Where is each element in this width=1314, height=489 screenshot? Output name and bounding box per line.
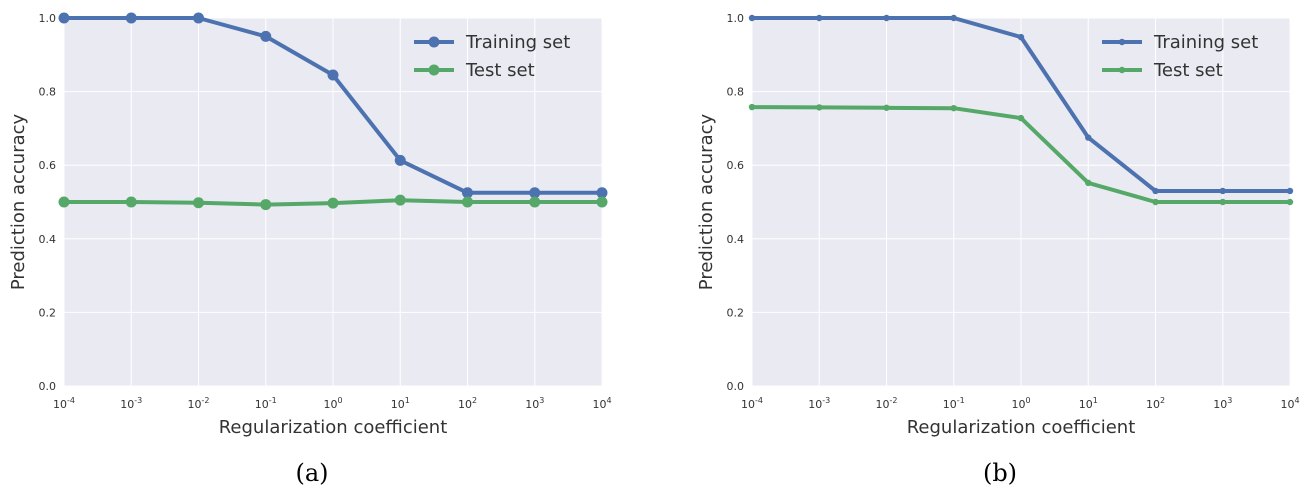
data-point — [1017, 114, 1025, 122]
data-point — [327, 197, 339, 209]
data-point — [950, 14, 957, 22]
data-point — [1219, 187, 1226, 195]
x-tick-label: 102 — [458, 396, 477, 411]
x-axis-label: Regularization coefficient — [219, 417, 448, 438]
y-tick-label: 0.6 — [39, 159, 57, 172]
y-axis-label: Prediction accuracy — [8, 113, 29, 290]
data-point — [1152, 187, 1159, 195]
y-tick-label: 0.0 — [39, 380, 57, 393]
data-point — [260, 199, 272, 211]
chart-panel-a: 0.0 0.2 0.4 0.6 0.8 1.0 10-4 10-3 10-2 10-1 100 101… — [8, 12, 612, 487]
data-point — [58, 196, 70, 208]
data-point — [1286, 187, 1294, 195]
legend-label: Test set — [465, 60, 535, 81]
x-tick-label: 10-2 — [876, 396, 898, 411]
data-point — [1219, 198, 1226, 206]
data-point — [816, 14, 823, 22]
x-tick-label: 100 — [323, 396, 342, 411]
x-tick-label: 10-4 — [741, 396, 763, 411]
x-tick-label: 101 — [391, 396, 410, 411]
data-point — [1152, 198, 1159, 206]
y-tick-label: 0.2 — [39, 306, 57, 319]
panel-caption: (a) — [295, 459, 328, 487]
data-point — [748, 103, 756, 111]
data-point — [125, 196, 137, 208]
y-tick-label: 0.8 — [39, 86, 57, 99]
data-point — [596, 196, 608, 208]
legend-label: Training set — [465, 32, 570, 53]
data-point — [950, 104, 957, 112]
data-point — [125, 12, 137, 24]
x-tick-label: 104 — [592, 396, 611, 411]
data-point — [462, 187, 473, 199]
data-point — [193, 12, 204, 24]
data-point — [394, 154, 406, 166]
legend-label: Test set — [1153, 60, 1223, 81]
y-tick-label: 0.0 — [727, 380, 745, 393]
data-point — [1085, 179, 1092, 187]
y-tick-label: 0.4 — [39, 233, 57, 246]
y-tick-label: 1.0 — [727, 12, 745, 25]
data-point — [1286, 198, 1294, 206]
x-tick-label: 10-1 — [255, 396, 277, 411]
data-point — [748, 14, 756, 22]
legend-marker — [1118, 66, 1126, 74]
data-point — [327, 69, 339, 81]
x-tick-label: 103 — [525, 396, 544, 411]
y-tick-label: 0.4 — [727, 233, 745, 246]
data-point — [462, 196, 473, 208]
legend-marker — [428, 36, 440, 48]
y-tick-label: 0.8 — [727, 86, 745, 99]
panel-caption: (b) — [983, 459, 1017, 487]
x-tick-label: 101 — [1079, 396, 1098, 411]
data-point — [193, 197, 204, 209]
y-tick-label: 0.6 — [727, 159, 745, 172]
y-tick-label: 1.0 — [39, 12, 57, 25]
x-axis-label: Regularization coefficient — [907, 417, 1136, 438]
data-point — [1017, 33, 1025, 41]
data-point — [883, 104, 890, 111]
legend-marker — [428, 64, 440, 76]
y-tick-label: 0.2 — [727, 306, 745, 319]
data-point — [596, 187, 608, 199]
x-tick-label: 10-4 — [53, 396, 75, 411]
legend-label: Training set — [1153, 32, 1258, 53]
data-point — [816, 104, 823, 111]
chart-panel-b: 0.0 0.2 0.4 0.6 0.8 1.0 10-4 10-3 10-2 10-1 100 101… — [696, 12, 1300, 487]
y-axis-label: Prediction accuracy — [696, 113, 717, 290]
data-point — [394, 194, 406, 206]
x-tick-label: 100 — [1011, 396, 1030, 411]
legend-marker — [1118, 38, 1126, 46]
x-tick-label: 104 — [1280, 396, 1299, 411]
x-tick-label: 10-3 — [120, 396, 142, 411]
x-tick-label: 10-2 — [188, 396, 210, 411]
data-point — [260, 30, 272, 42]
data-point — [58, 12, 70, 24]
data-point — [1085, 134, 1092, 141]
data-point — [529, 187, 541, 199]
data-point — [529, 196, 541, 208]
x-tick-label: 10-3 — [808, 396, 830, 411]
x-tick-label: 103 — [1213, 396, 1232, 411]
x-tick-label: 10-1 — [943, 396, 965, 411]
data-point — [883, 14, 890, 22]
x-tick-label: 102 — [1146, 396, 1165, 411]
